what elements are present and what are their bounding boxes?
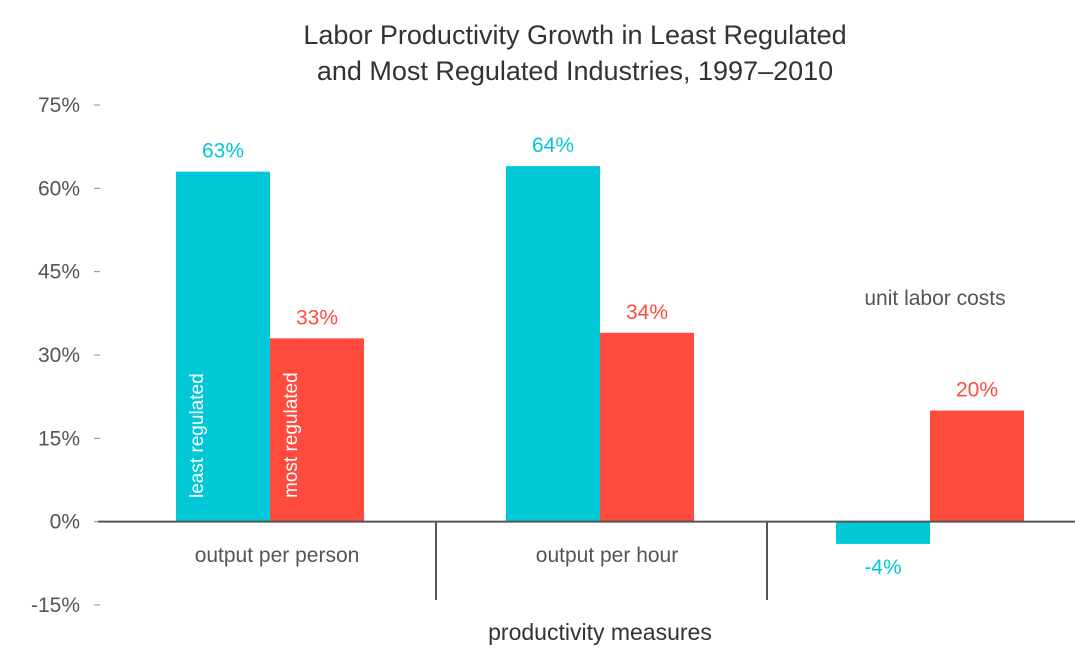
series-label-least-regulated: least regulated [187,373,208,498]
bar-most-regulated-3 [930,410,1024,522]
y-axis: -15% 0% 15% 30% 45% 60% 75% [31,94,100,617]
y-tick-label: 30% [38,344,80,367]
y-tick-label: 45% [38,261,80,284]
y-tick-label: -15% [31,594,80,617]
data-label: 20% [956,379,998,402]
data-label: 33% [296,306,338,329]
y-tick-label: 0% [50,511,80,534]
category-label: unit labor costs [864,287,1005,310]
chart-title: Labor Productivity Growth in Least Regul… [303,20,846,86]
y-tick-label: 60% [38,177,80,200]
data-label: -4% [864,556,901,579]
data-label: 63% [202,140,244,163]
y-tick-label: 15% [38,427,80,450]
data-label: 34% [626,301,668,324]
bar-most-regulated-2 [600,332,694,522]
x-category-label: output per person [195,544,360,567]
x-axis-label: productivity measures [488,619,712,645]
data-label: 64% [532,134,574,157]
x-category-label: output per hour [536,544,678,567]
bars [176,166,1024,544]
bar-least-regulated-3 [836,521,930,544]
bar-least-regulated-1 [176,171,270,522]
series-label-most-regulated: most regulated [281,372,302,498]
chart-title-line-1: Labor Productivity Growth in Least Regul… [303,20,846,50]
x-axis: output per person output per hour [98,520,1075,600]
bar-least-regulated-2 [506,166,600,522]
chart-title-line-2: and Most Regulated Industries, 1997–2010 [317,56,833,86]
bar-most-regulated-1 [270,338,364,522]
y-tick-label: 75% [38,94,80,117]
data-labels: 63% 64% -4% 33% 34% 20% least regulated most re… [187,134,1006,579]
